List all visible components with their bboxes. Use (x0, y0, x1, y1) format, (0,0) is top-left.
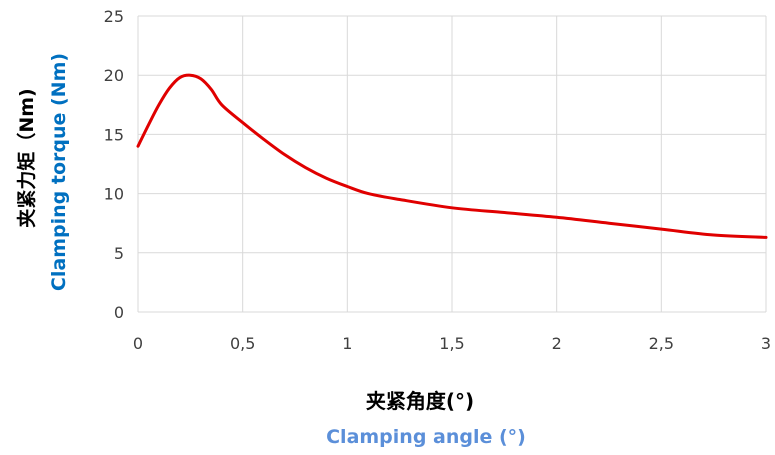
y-tick-labels: 0 5 10 15 20 25 (104, 7, 124, 322)
x-axis-label-english: Clamping angle (°) (326, 426, 526, 448)
x-axis-label-chinese-unit: (°) (446, 389, 474, 413)
x-axis-label-chinese-text: 夹紧角度 (366, 389, 447, 413)
series-line-clamping-torque (136, 73, 768, 239)
y-tick-label: 5 (114, 244, 124, 263)
chart-grid (137, 15, 767, 313)
y-axis-label-chinese: 夹紧力矩（Nm) (15, 88, 38, 227)
y-tick-label: 15 (104, 125, 124, 144)
x-tick-label: 1,5 (439, 334, 464, 353)
x-tick-label: 2,5 (649, 334, 674, 353)
x-tick-label: 0,5 (230, 334, 255, 353)
x-tick-label: 2 (552, 334, 562, 353)
y-tick-label: 0 (114, 303, 124, 322)
chart-series (136, 73, 768, 239)
x-tick-labels: 0 0,5 1 1,5 2 2,5 3 (133, 334, 771, 353)
x-tick-label: 1 (342, 334, 352, 353)
y-tick-label: 10 (104, 185, 124, 204)
y-tick-label: 20 (104, 66, 124, 85)
y-axis-label-english: Clamping torque (Nm) (48, 53, 70, 291)
x-tick-label: 3 (761, 334, 771, 353)
y-tick-label: 25 (104, 7, 124, 26)
x-tick-label: 0 (133, 334, 143, 353)
x-axis-label-chinese: 夹紧角度(°) (366, 389, 474, 413)
